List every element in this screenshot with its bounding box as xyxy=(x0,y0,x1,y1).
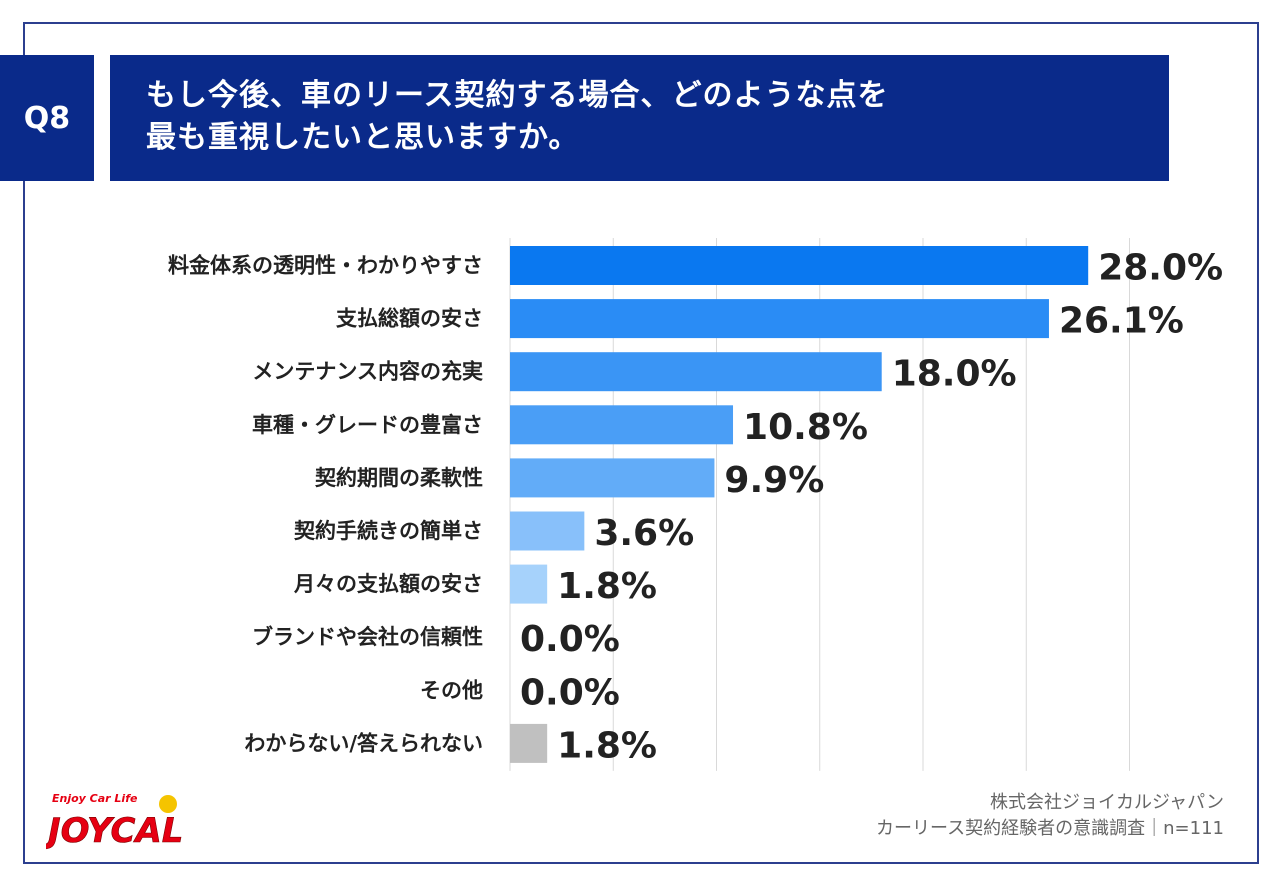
footer-source: 株式会社ジョイカルジャパン カーリース契約経験者の意識調査｜n=111 xyxy=(876,790,1224,842)
bar xyxy=(510,352,882,392)
footer-company: 株式会社ジョイカルジャパン xyxy=(990,792,1224,813)
bar xyxy=(510,246,1089,285)
value-label: 3.6% xyxy=(594,513,694,554)
bar xyxy=(510,723,548,763)
bar xyxy=(510,458,715,498)
category-label: 車種・グレードの豊富さ xyxy=(252,413,483,437)
category-label: 月々の支払額の安さ xyxy=(293,572,483,596)
category-label: 契約期間の柔軟性 xyxy=(314,466,483,490)
value-label: 26.1% xyxy=(1059,301,1184,342)
category-label: メンテナンス内容の充実 xyxy=(252,360,483,384)
category-label: 契約手続きの簡単さ xyxy=(293,519,483,543)
value-label: 9.9% xyxy=(724,460,824,501)
footer-survey: カーリース契約経験者の意識調査｜n=111 xyxy=(876,818,1224,839)
question-number: Q8 xyxy=(0,55,94,181)
question-line-2: 最も重視したいと思いますか。 xyxy=(146,120,580,155)
value-label: 18.0% xyxy=(892,354,1017,395)
question-line-1: もし今後、車のリース契約する場合、どのような点を xyxy=(146,78,889,113)
value-label: 0.0% xyxy=(520,672,620,713)
category-label: 支払総額の安さ xyxy=(336,307,483,331)
question-title: もし今後、車のリース契約する場合、どのような点を 最も重視したいと思いますか。 xyxy=(110,55,1169,181)
logo-tagline: Enjoy Car Life xyxy=(52,792,138,805)
slide-frame xyxy=(23,22,1259,864)
value-label: 1.8% xyxy=(557,725,657,766)
value-label: 10.8% xyxy=(743,407,868,448)
logo-crown-icon xyxy=(159,795,177,813)
category-label: その他 xyxy=(420,678,483,702)
category-label: ブランドや会社の信頼性 xyxy=(252,625,483,649)
category-label: 料金体系の透明性・わかりやすさ xyxy=(168,254,483,278)
joycal-logo: Enjoy Car Life JOYCAL xyxy=(46,792,184,850)
bar xyxy=(510,564,548,604)
logo-wordmark: JOYCAL xyxy=(46,811,183,850)
bar xyxy=(510,299,1049,339)
value-label: 28.0% xyxy=(1098,248,1223,289)
bar xyxy=(510,405,734,445)
value-label: 1.8% xyxy=(557,566,657,607)
category-label: わからない/答えられない xyxy=(244,731,483,755)
bar xyxy=(510,511,585,551)
value-label: 0.0% xyxy=(520,619,620,660)
